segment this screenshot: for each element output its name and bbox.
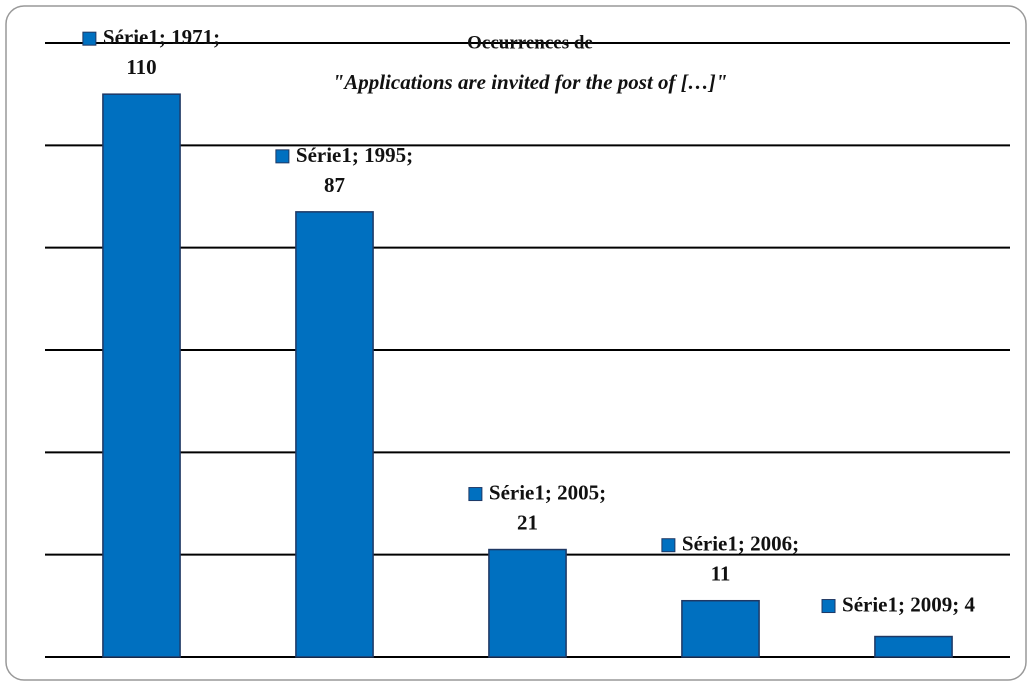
bar: [681, 599, 760, 658]
bar: [488, 548, 567, 658]
legend-key: [821, 599, 836, 614]
data-label: Série1; 2009; 4: [842, 592, 975, 616]
bar: [295, 211, 374, 658]
data-label: Série1; 2005; 21: [489, 480, 606, 534]
chart-subtitle: "Applications are invited for the post o…: [333, 70, 728, 94]
chart-frame: [5, 5, 1027, 681]
bar: [874, 635, 953, 658]
chart-title: Occurrences de: [467, 32, 593, 53]
legend-key: [82, 31, 97, 46]
data-label: Série1; 1971; 110: [103, 25, 220, 79]
bar: [102, 93, 181, 658]
legend-key: [275, 149, 290, 164]
data-label: Série1; 1995; 87: [296, 143, 413, 197]
bars: [102, 93, 953, 658]
legend-key: [661, 538, 676, 553]
legend-key: [468, 487, 483, 502]
data-label: Série1; 2006; 11: [682, 532, 799, 586]
